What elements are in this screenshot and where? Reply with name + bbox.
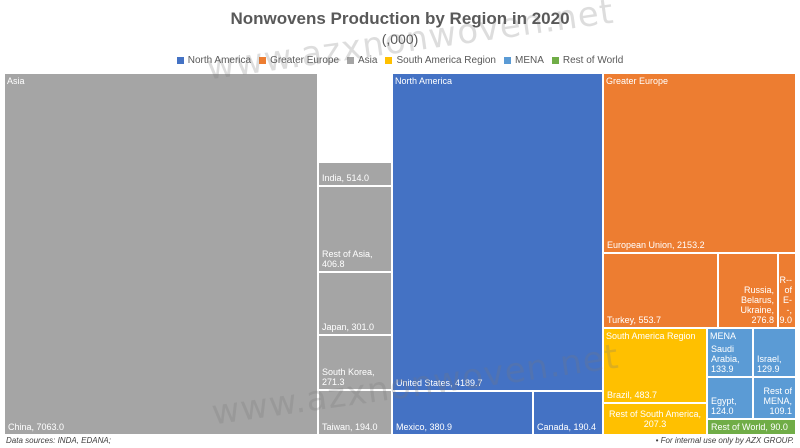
data-source-note: Data sources: INDA, EDANA; <box>6 436 111 445</box>
data-label: Russia, Belarus, Ukraine, 276.8 <box>740 285 774 325</box>
legend-label: Asia <box>358 55 378 66</box>
treemap-tile: Mexico, 380.9 <box>392 391 533 435</box>
data-label: R-- of E--, 9.0 <box>779 275 792 325</box>
legend-item-south-america: South America Region <box>385 55 496 66</box>
data-label: Brazil, 483.7 <box>607 390 658 400</box>
legend-swatch <box>503 57 511 64</box>
data-label: Turkey, 553.7 <box>607 315 662 325</box>
data-label: Rest of Asia, 406.8 <box>322 249 373 269</box>
treemap-tile: R-- of E--, 9.0 <box>778 253 796 328</box>
legend-label: MENA <box>514 55 544 66</box>
treemap-tile: United States, 4189.7 <box>392 73 603 391</box>
data-label: Taiwan, 194.0 <box>322 422 378 432</box>
legend-item-mena: MENA <box>503 55 544 66</box>
legend-swatch <box>259 57 267 64</box>
legend-item-rest-of-world: Rest of World <box>551 55 624 66</box>
data-label: European Union, 2153.2 <box>607 240 705 250</box>
legend-swatch <box>551 57 559 64</box>
chart-subtitle: (,000) <box>381 31 419 47</box>
legend-item-asia: Asia <box>347 55 377 66</box>
treemap-tile: Brazil, 483.7 <box>603 328 707 403</box>
legend: North America Greater Europe Asia South … <box>0 55 800 66</box>
treemap-tile: India, 514.0 <box>318 162 392 186</box>
legend-swatch <box>176 57 184 64</box>
data-label: Saudi Arabia, 133.9 <box>711 344 740 374</box>
treemap-tile: South Korea, 271.3 <box>318 335 392 390</box>
legend-swatch <box>347 57 355 64</box>
treemap-tile: Egypt, 124.0 <box>707 377 753 419</box>
chart-title: Nonwovens Production by Region in 2020 <box>230 9 570 28</box>
legend-item-north-america: North America <box>176 55 252 66</box>
data-label: China, 7063.0 <box>8 422 65 432</box>
treemap-tile: European Union, 2153.2 <box>603 73 796 253</box>
treemap-tile: Taiwan, 194.0 <box>318 390 392 435</box>
legend-swatch <box>385 57 393 64</box>
treemap-tile: Canada, 190.4 <box>533 391 603 435</box>
treemap-tile: Turkey, 553.7 <box>603 253 718 328</box>
legend-label: Greater Europe <box>270 55 340 66</box>
data-label: Mexico, 380.9 <box>396 422 453 432</box>
data-label: United States, 4189.7 <box>396 378 483 388</box>
data-label: Rest of South America, 207.3 <box>608 409 702 429</box>
internal-use-note: • For internal use only by AZX GROUP. <box>655 436 794 445</box>
data-label: India, 514.0 <box>322 173 370 183</box>
data-label: Rest of World, 90.0 <box>711 422 788 432</box>
legend-label: North America <box>187 55 252 66</box>
treemap: China, 7063.0 India, 514.0 Rest of Asia, 4… <box>4 73 796 435</box>
legend-label: South America Region <box>396 55 496 66</box>
treemap-tile: China, 7063.0 <box>4 73 318 435</box>
treemap-tile: Rest of World, 90.0 <box>707 419 796 435</box>
treemap-tile: Rest of South America, 207.3 <box>603 403 707 435</box>
treemap-tile: Russia, Belarus, Ukraine, 276.8 <box>718 253 778 328</box>
legend-label: Rest of World <box>562 55 624 66</box>
treemap-tile: Rest of MENA, 109.1 <box>753 377 796 419</box>
treemap-tile: Japan, 301.0 <box>318 272 392 335</box>
data-label: Israel, 129.9 <box>757 354 782 374</box>
data-label: Egypt, 124.0 <box>711 396 737 416</box>
data-label: Canada, 190.4 <box>537 422 597 432</box>
treemap-tile: Saudi Arabia, 133.9 <box>707 328 753 377</box>
data-label: South Korea, 271.3 <box>322 367 375 387</box>
treemap-tile: Israel, 129.9 <box>753 328 796 377</box>
data-label: Rest of MENA, 109.1 <box>763 386 792 416</box>
legend-item-greater-europe: Greater Europe <box>259 55 339 66</box>
data-label: Japan, 301.0 <box>322 322 375 332</box>
treemap-tile: Rest of Asia, 406.8 <box>318 186 392 272</box>
